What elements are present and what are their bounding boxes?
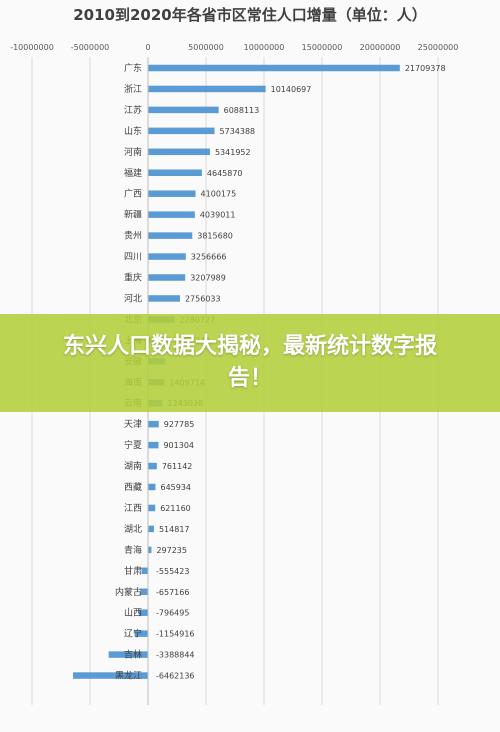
category-label: 广东 [124,62,142,74]
value-label: 10140697 [271,85,312,94]
bar [148,253,186,260]
value-label: 4645870 [207,169,243,178]
bar [148,148,210,156]
x-tick-label: 5000000 [188,43,224,52]
category-label: 吉林 [124,649,142,661]
value-label: 927785 [164,420,195,429]
category-label: 四川 [124,253,142,263]
x-tick-label: 0 [145,43,150,52]
bar [148,420,159,428]
bar [148,232,193,239]
x-tick-label: 20000000 [360,43,401,52]
category-label: 甘肃 [124,565,142,577]
category-label: 新疆 [124,209,142,221]
category-label: 河北 [124,292,142,304]
value-label: -657166 [156,588,189,597]
bar [73,672,148,679]
chart-title: 2010到2020年各省市区常住人口增量（单位：人） [73,6,427,24]
category-label: 黑龙江 [115,670,142,682]
category-label: 湖南 [124,460,142,472]
category-label: 湖北 [124,524,142,535]
bar [148,85,266,93]
category-label: 浙江 [124,83,142,95]
bar [148,211,195,218]
category-label: 山西 [124,608,142,619]
value-label: -796495 [156,609,189,618]
value-label: 297235 [156,546,187,555]
value-label: -555423 [156,567,189,576]
value-label: 5734388 [220,127,256,136]
value-label: 645934 [160,483,191,492]
category-label: 江苏 [124,104,142,116]
bar [148,504,156,512]
category-label: 福建 [124,167,142,179]
value-label: 761142 [162,462,193,471]
bar [148,274,186,281]
bar [148,127,215,135]
bar [148,190,196,197]
value-label: 901304 [163,441,194,450]
x-tick-label: 10000000 [244,43,285,52]
category-label: 重庆 [124,272,142,284]
bar [148,546,152,554]
category-label: 天津 [124,419,142,430]
x-tick-label: -10000000 [10,43,54,52]
headline-banner: 东兴人口数据大揭秘，最新统计数字报告！ [0,314,500,412]
value-label: 5341952 [215,148,251,157]
category-label: 内蒙古 [115,586,142,598]
bar [148,169,202,176]
category-label: 青海 [124,544,142,556]
bar [138,609,148,616]
x-tick-label: 15000000 [302,43,343,52]
bar [108,651,148,658]
value-label: 3815680 [197,232,233,241]
value-label: 621160 [160,504,191,513]
value-label: 21709378 [405,64,446,73]
value-label: 2756033 [185,294,221,303]
bar [141,567,148,575]
value-label: -6462136 [156,672,195,681]
category-label: 江西 [124,503,142,514]
value-label: -3388844 [156,651,195,660]
bar [140,588,148,595]
value-label: 514817 [159,525,190,534]
bar [148,64,400,72]
headline-text: 东兴人口数据大揭秘，最新统计数字报告！ [62,334,437,391]
value-label: 3256666 [191,253,227,262]
x-tick-label: 25000000 [418,43,459,52]
bar [148,295,180,302]
category-label: 西藏 [124,481,142,493]
value-label: 6088113 [224,106,260,115]
bar [148,525,154,533]
bar [148,462,157,470]
category-label: 山东 [124,125,142,137]
bar [148,441,159,449]
value-label: -1154916 [156,630,195,639]
value-label: 3207989 [190,274,226,283]
x-tick-label: -5000000 [71,43,110,52]
category-label: 辽宁 [124,628,142,640]
value-label: 4100175 [201,190,237,199]
value-label: 4039011 [200,211,236,220]
category-label: 广西 [124,188,142,200]
bar [148,483,156,491]
bar [148,106,219,114]
category-label: 河南 [124,146,142,158]
category-label: 贵州 [124,230,142,242]
bar [134,630,148,637]
category-label: 宁夏 [124,439,142,451]
